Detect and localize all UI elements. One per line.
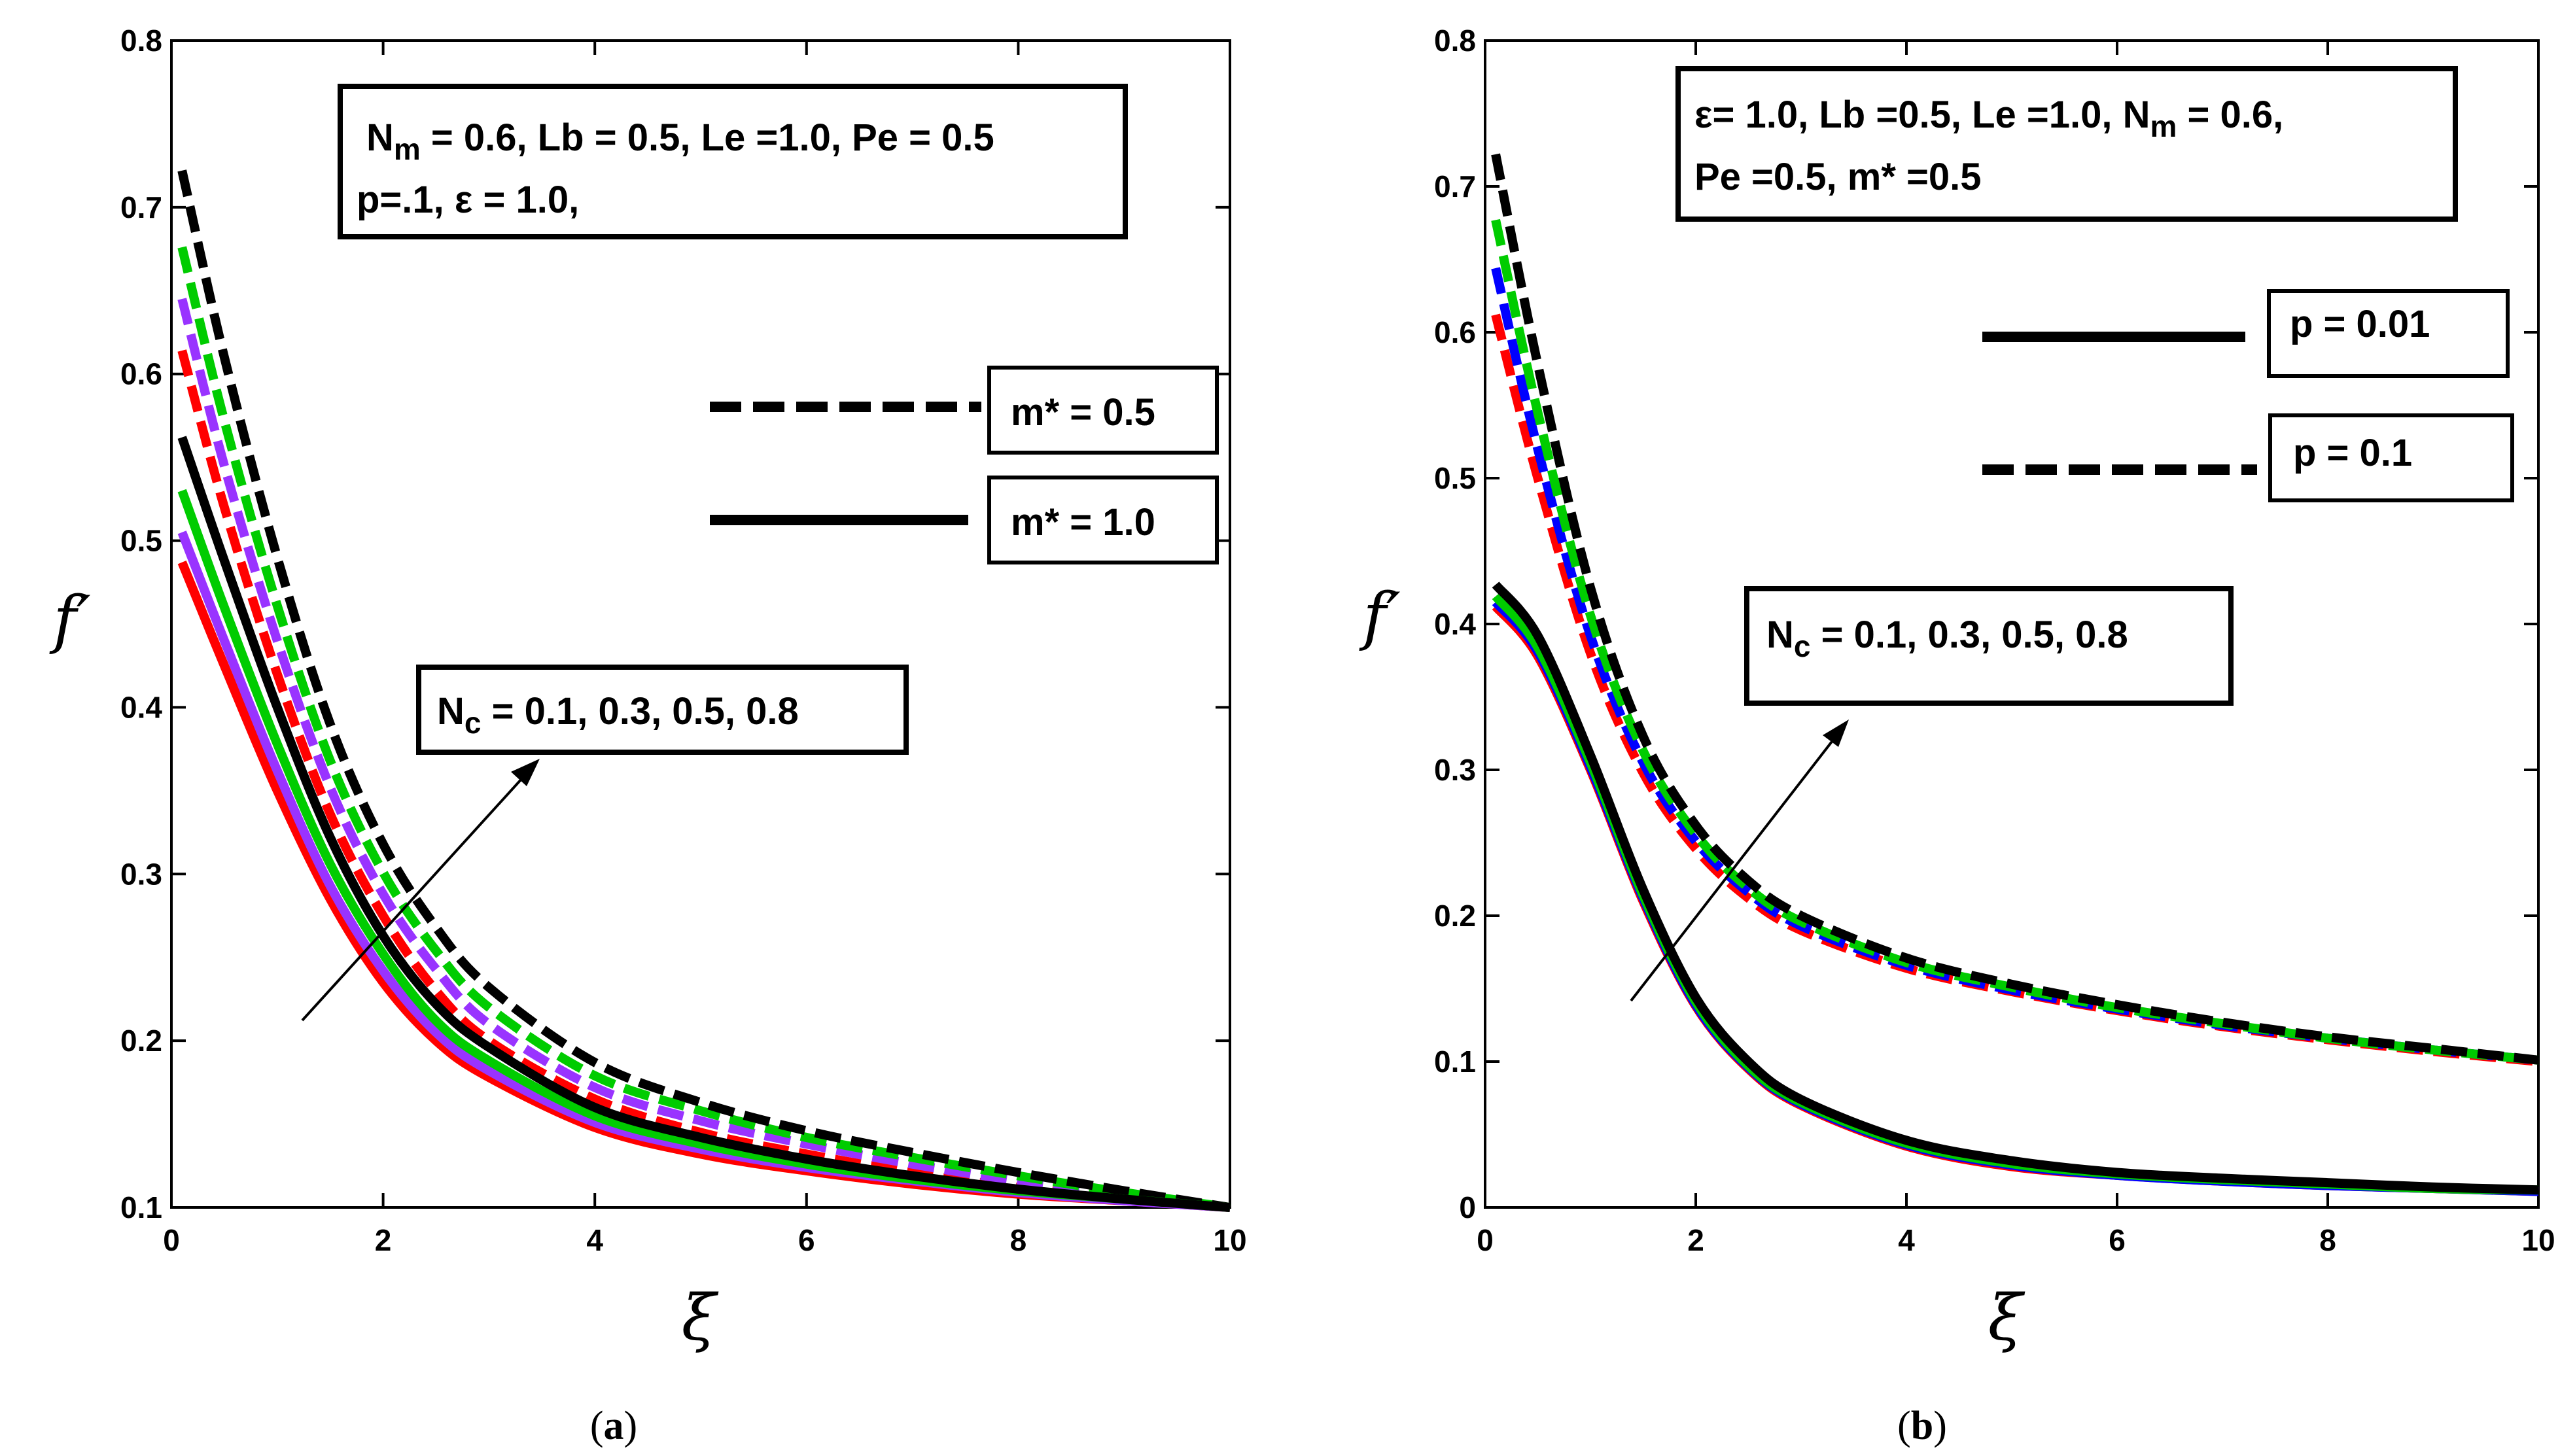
- x-tick-label: 8: [1010, 1223, 1027, 1257]
- x-tick-label: 4: [1898, 1223, 1915, 1257]
- series-line-a-3: [177, 169, 1231, 1212]
- panel-a-xlabel: ξ: [682, 1281, 719, 1355]
- series-line-b-3: [1491, 153, 2539, 1065]
- panel-b-nc-arrow: [1630, 723, 1846, 1002]
- series-line-a-2: [177, 246, 1231, 1212]
- panel-a-ylabel: f′: [49, 583, 91, 656]
- panel-a-params-box: Nm = 0.6, Lb = 0.5, Le =1.0, Pe = 0.5 p=…: [338, 84, 1128, 239]
- y-tick-label: 0.8: [1434, 24, 1476, 58]
- x-tick-label: 10: [2521, 1223, 2555, 1257]
- y-tick-label: 0.7: [120, 190, 162, 224]
- legend-label-p001: p = 0.01: [2290, 303, 2430, 345]
- panel-b-params-line1: ε= 1.0, Lb =0.5, Le =1.0, Nm = 0.6,: [1694, 94, 2283, 143]
- legend-box-p01: [2268, 413, 2514, 502]
- panel-a-params-line1: Nm = 0.6, Lb = 0.5, Le =1.0, Pe = 0.5: [366, 116, 994, 166]
- panel-b-params-line2: Pe =0.5, m* =0.5: [1694, 156, 1982, 198]
- legend-box-m10: [987, 476, 1219, 564]
- panel-a-plot-frame: [170, 39, 1231, 1209]
- panel-b-curves: [1491, 153, 2539, 1196]
- x-tick-label: 2: [1687, 1223, 1704, 1257]
- y-tick-label: 0.6: [120, 357, 162, 391]
- y-tick-label: 0.1: [120, 1190, 162, 1224]
- y-tick-label: 0.1: [1434, 1045, 1476, 1079]
- panel-b-nc-text: Nc = 0.1, 0.3, 0.5, 0.8: [1766, 614, 2128, 663]
- y-tick-label: 0.3: [1434, 753, 1476, 787]
- panel-b-caption: (b): [1897, 1404, 1947, 1448]
- y-tick-label: 0.5: [120, 524, 162, 558]
- panel-b-nc-arrowhead: [1823, 719, 1849, 747]
- panel-b-ticks: 0 2 4 6 8 10 0 0.1 0.2 0.3 0.4 0.5 0.6 0.7 0.8: [1434, 24, 2555, 1257]
- y-tick-label: 0.2: [1434, 899, 1476, 933]
- y-tick-label: 0.5: [1434, 461, 1476, 495]
- y-tick-label: 0.4: [120, 690, 162, 724]
- panel-a-params-line2: p=.1, ε = 1.0,: [357, 179, 579, 221]
- x-tick-label: 6: [2109, 1223, 2126, 1257]
- panel-a-nc-text: Nc = 0.1, 0.3, 0.5, 0.8: [437, 690, 799, 740]
- legend-box-p001: [2267, 289, 2510, 378]
- y-tick-label: 0: [1459, 1190, 1476, 1224]
- panel-b-legend: p = 0.01 p = 0.1: [1982, 289, 2514, 502]
- panel-a-ticks: 0 2 4 6 8 10 0.1 0.2 0.3 0.4 0.5 0.6 0.7 0.8: [120, 24, 1247, 1257]
- panel-a-curves: [177, 169, 1231, 1212]
- x-tick-label: 0: [1477, 1223, 1494, 1257]
- panel-b-nc-annotation: Nc = 0.1, 0.3, 0.5, 0.8: [1630, 586, 2234, 1002]
- x-tick-label: 10: [1213, 1223, 1246, 1257]
- panel-a-nc-arrow: [301, 763, 536, 1022]
- panel-a-caption: (a): [590, 1404, 637, 1448]
- panel-a-chart: 0 2 4 6 8 10 0.1 0.2 0.3 0.4 0.5 0.6 0.7 0.8 Nm = 0.6…: [49, 24, 1246, 1448]
- panel-a-nc-annotation: Nc = 0.1, 0.3, 0.5, 0.8: [301, 665, 909, 1022]
- y-tick-label: 0.2: [120, 1024, 162, 1058]
- legend-box-m05: [987, 366, 1219, 455]
- series-line-a-1: [177, 298, 1231, 1212]
- x-tick-label: 8: [2319, 1223, 2336, 1257]
- panel-b-ylabel: f′: [1359, 580, 1401, 653]
- panel-b-xlabel: ξ: [1988, 1281, 2025, 1355]
- legend-label-p01: p = 0.1: [2293, 432, 2412, 474]
- y-tick-label: 0.3: [120, 857, 162, 891]
- legend-label-m05: m* = 0.5: [1011, 391, 1155, 434]
- panel-a-nc-arrowhead: [511, 759, 540, 786]
- y-tick-label: 0.6: [1434, 315, 1476, 349]
- y-tick-label: 0.8: [120, 24, 162, 58]
- panel-b-params-box: ε= 1.0, Lb =0.5, Le =1.0, Nm = 0.6, Pe =…: [1675, 66, 2458, 222]
- series-line-a-7: [177, 436, 1231, 1212]
- x-tick-label: 2: [375, 1223, 392, 1257]
- y-tick-label: 0.7: [1434, 169, 1476, 203]
- panel-a-legend: m* = 0.5 m* = 1.0: [710, 366, 1219, 564]
- legend-label-m10: m* = 1.0: [1011, 501, 1155, 544]
- panel-b-chart: 0 2 4 6 8 10 0 0.1 0.2 0.3 0.4 0.5 0.6 0.7 0.8 ε= 1.0,…: [1359, 24, 2555, 1448]
- series-line-b-7: [1492, 581, 2539, 1195]
- y-tick-label: 0.4: [1434, 607, 1476, 641]
- x-tick-label: 4: [586, 1223, 603, 1257]
- x-tick-label: 6: [798, 1223, 815, 1257]
- x-tick-label: 0: [163, 1223, 180, 1257]
